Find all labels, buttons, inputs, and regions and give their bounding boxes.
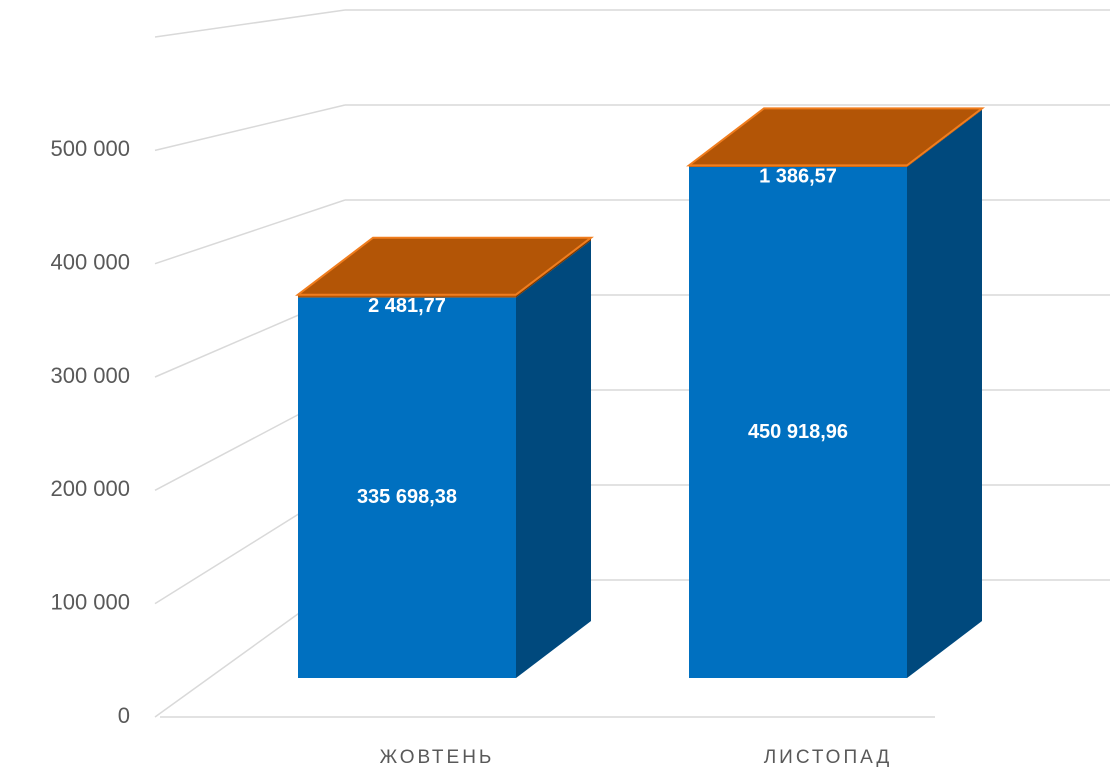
value-label: 450 918,96 [748,421,848,443]
value-label: 2 481,77 [368,295,446,317]
x-tick-label: ЛИСТОПАД [764,747,893,768]
bar-front [298,294,516,298]
bar-front [689,166,907,679]
x-tick-label: ЖОВТЕНЬ [380,747,495,768]
grid-line [154,104,346,152]
y-tick-label: 500 000 [50,136,130,161]
y-tick-label: 100 000 [50,589,130,614]
y-tick-label: 200 000 [50,476,130,501]
bar-top [686,107,985,167]
grid-line [154,199,346,265]
bar-side-shade [516,240,591,678]
bar-top [295,236,594,296]
value-label: 335 698,38 [357,486,457,508]
bar-front [298,297,516,678]
y-tick-label: 400 000 [50,249,130,274]
grid-line [154,9,346,38]
value-label: 1 386,57 [759,166,837,188]
bar-side [907,109,982,679]
bar-side [516,240,591,678]
y-tick-label: 300 000 [50,363,130,388]
y-tick-label: 0 [118,703,130,728]
bar-side-shade [907,109,982,679]
